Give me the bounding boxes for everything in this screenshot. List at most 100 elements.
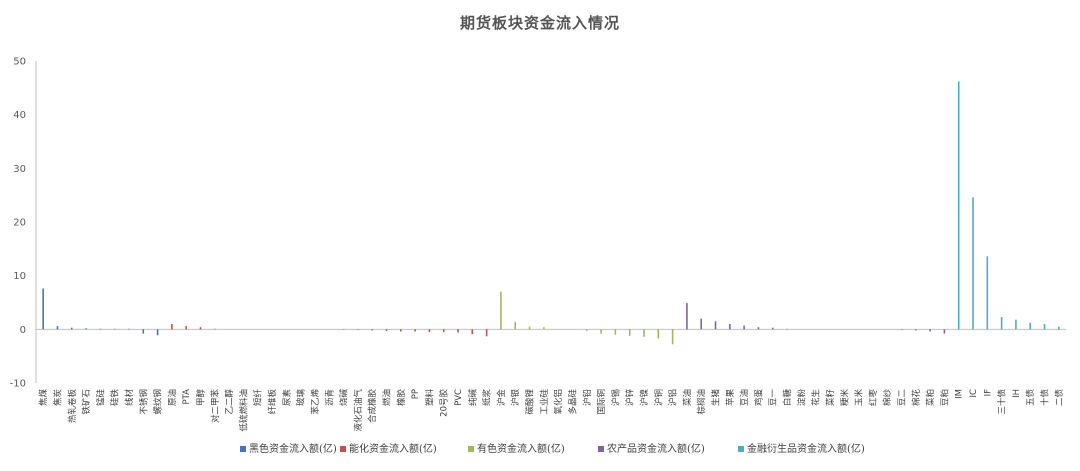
bar-热轧卷板 — [70, 327, 73, 330]
bar-甲醇 — [199, 327, 202, 330]
x-tick-label: 豆粕 — [939, 389, 950, 406]
x-tick-label: IF — [983, 389, 993, 397]
bar-菜油 — [686, 303, 688, 330]
chart-title: 期货板块资金流入情况 — [459, 14, 620, 32]
bar-纯碱 — [471, 329, 474, 335]
x-tick-label: 甲醇 — [196, 389, 207, 407]
x-tick-label: 红枣 — [868, 389, 879, 407]
bar-沪铅 — [585, 329, 588, 331]
x-tick-label: 生猪 — [711, 389, 722, 407]
x-tick-label: 苯乙烯 — [310, 389, 321, 415]
bar-PTA — [185, 326, 188, 330]
y-tick-label: 30 — [13, 164, 26, 175]
bar-20号胶 — [442, 329, 445, 333]
bar-不锈钢 — [142, 329, 145, 334]
x-tick-label: 粳米 — [839, 389, 850, 407]
bar-碳酸锂 — [528, 326, 531, 330]
bar-IC — [972, 197, 974, 330]
x-tick-label: 鸡蛋 — [753, 389, 764, 407]
bar-橡胶 — [399, 329, 402, 332]
legend-label: 金融衍生品资金流入额(亿) — [747, 442, 865, 455]
bar-IM — [957, 81, 960, 330]
bar-IF — [986, 256, 989, 330]
x-tick-label: 沥青 — [324, 389, 335, 406]
x-tick-label: 燃油 — [381, 389, 392, 406]
x-tick-label: 液化石油气 — [353, 389, 364, 432]
bar-棉花 — [914, 329, 917, 331]
x-tick-label: IC — [969, 389, 979, 398]
bar-铁矿石 — [85, 328, 87, 330]
bar-五债 — [1029, 322, 1032, 330]
x-tick-label: 对二甲苯 — [210, 389, 221, 424]
bar-十债 — [1043, 323, 1046, 330]
bar-豆二 — [900, 329, 903, 330]
x-tick-label: 热轧卷板 — [67, 389, 78, 424]
x-tick-label: 棉纱 — [882, 389, 893, 407]
bar-焦煤 — [42, 288, 44, 330]
x-tick-label: 纤维板 — [267, 389, 278, 415]
bar-线材 — [128, 328, 130, 330]
bar-工业硅 — [543, 327, 545, 330]
x-tick-label: 菜籽 — [825, 389, 836, 407]
bar-焦炭 — [56, 326, 59, 330]
bar-三十债 — [1000, 316, 1003, 330]
bar-鸡蛋 — [757, 327, 760, 330]
x-tick-label: 纯碱 — [467, 389, 478, 407]
x-tick-label: 豆一 — [769, 389, 779, 407]
x-tick-label: PTA — [182, 389, 192, 405]
x-tick-label: 菜粕 — [925, 389, 936, 406]
x-tick-label: 纸浆 — [482, 389, 493, 407]
y-tick-label: 20 — [13, 218, 26, 229]
x-tick-label: 三十债 — [997, 389, 1008, 415]
bar-烧碱 — [342, 329, 345, 330]
x-tick-label: PVC — [454, 389, 464, 406]
legend-label: 能化资金流入额(亿) — [349, 442, 437, 455]
y-tick-label: 50 — [13, 57, 26, 68]
y-tick-label: 10 — [13, 271, 26, 282]
legend-swatch — [240, 446, 246, 452]
bar-合成橡胶 — [371, 329, 373, 331]
legend-swatch — [738, 446, 744, 452]
bar-液化石油气 — [357, 329, 359, 330]
x-tick-label: 白糖 — [782, 389, 793, 407]
legend-swatch — [340, 446, 346, 452]
x-tick-label: 淀粉 — [796, 389, 807, 407]
bar-二债 — [1058, 326, 1060, 330]
x-tick-label: 二债 — [1054, 389, 1065, 407]
x-tick-label: 低硫燃料油 — [238, 389, 249, 432]
x-tick-label: 沪镍 — [639, 389, 650, 407]
x-tick-label: 沪锡 — [610, 389, 621, 407]
x-tick-label: 烧碱 — [339, 389, 350, 407]
legend-swatch — [468, 446, 474, 452]
x-tick-label: 沪锌 — [625, 389, 636, 407]
legend-label: 黑色资金流入额(亿) — [249, 442, 337, 455]
x-tick-label: 花生 — [811, 389, 822, 407]
x-tick-label: 尿素 — [281, 389, 292, 407]
bar-对二甲苯 — [214, 328, 216, 330]
bar-沪金 — [500, 291, 502, 330]
x-tick-label: 硅铁 — [110, 389, 121, 407]
x-tick-label: 菜油 — [682, 389, 693, 406]
bar-豆油 — [743, 325, 745, 330]
bar-硅铁 — [113, 328, 116, 330]
bar-苹果 — [729, 323, 731, 330]
x-tick-label: 玉米 — [854, 389, 865, 407]
legend-label: 有色资金流入额(亿) — [477, 442, 565, 455]
y-tick-label: 0 — [20, 325, 26, 336]
legend-swatch — [598, 446, 604, 452]
bar-沪铝 — [671, 329, 674, 345]
x-tick-label: 乙二醇 — [224, 389, 235, 415]
x-tick-label: 焦炭 — [52, 389, 63, 407]
bar-沪锌 — [628, 329, 631, 336]
x-tick-label: 国际铜 — [596, 389, 607, 415]
x-tick-label: 棕榈油 — [696, 389, 707, 415]
x-tick-label: IH — [1012, 389, 1022, 398]
x-tick-label: 碳酸锂 — [525, 389, 536, 415]
bar-沪铜 — [657, 329, 660, 339]
bar-PP — [414, 329, 416, 332]
x-tick-label: 沪铝 — [668, 389, 679, 406]
x-tick-label: 短纤 — [253, 389, 264, 407]
x-tick-label: 多晶硅 — [567, 389, 578, 415]
